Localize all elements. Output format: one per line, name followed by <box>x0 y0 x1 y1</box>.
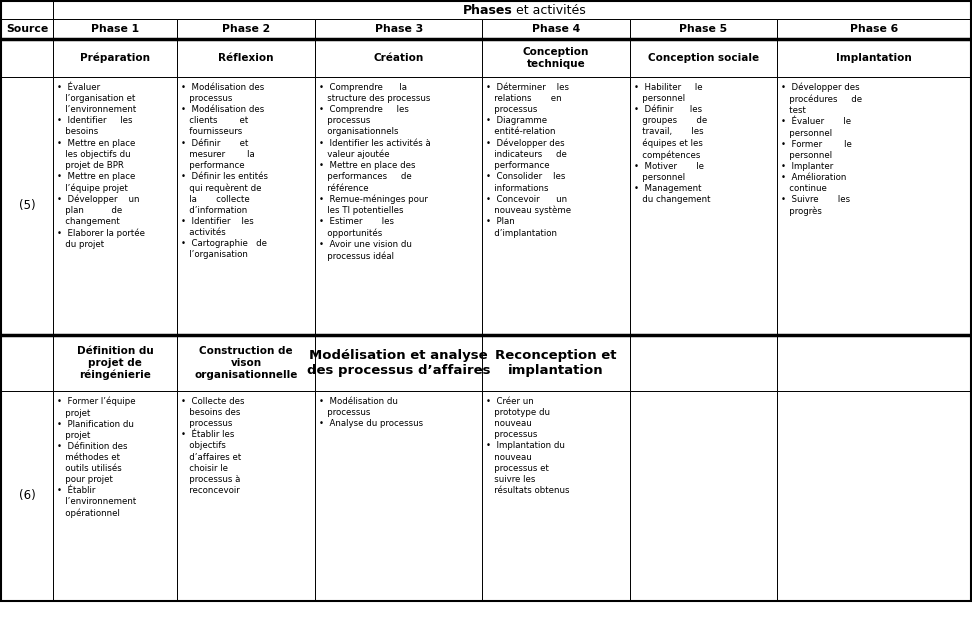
Bar <box>777 335 971 391</box>
Bar <box>1 391 53 601</box>
Bar <box>53 39 177 77</box>
Text: •  Comprendre      la
   structure des processus
•  Comprendre     les
   proces: • Comprendre la structure des processus … <box>319 83 431 261</box>
Bar <box>777 391 971 601</box>
Text: •  Collecte des
   besoins des
   processus
•  Établir les
   objectifs
   d’aff: • Collecte des besoins des processus • É… <box>181 397 244 495</box>
Text: Implantation: Implantation <box>836 53 912 63</box>
Text: Phase 6: Phase 6 <box>850 24 898 34</box>
Bar <box>53 19 177 39</box>
Bar <box>630 39 777 77</box>
Bar <box>53 77 177 335</box>
Bar <box>53 1 971 19</box>
Text: Phases: Phases <box>463 4 512 16</box>
Text: Reconception et
implantation: Reconception et implantation <box>495 349 616 377</box>
Bar <box>777 77 971 335</box>
Text: Préparation: Préparation <box>80 53 150 63</box>
Text: •  Évaluer
   l’organisation et
   l’environnement
•  Identifier     les
   beso: • Évaluer l’organisation et l’environnem… <box>57 83 146 249</box>
Bar <box>630 19 777 39</box>
Bar <box>177 77 315 335</box>
Bar <box>53 335 177 391</box>
Bar <box>777 19 971 39</box>
Bar <box>630 77 777 335</box>
Bar <box>53 391 177 601</box>
Text: Réflexion: Réflexion <box>218 53 274 63</box>
Bar <box>777 39 971 77</box>
Text: •  Développer des
   procédures     de
   test
•  Évaluer       le
   personnel
: • Développer des procédures de test • Év… <box>781 83 862 216</box>
Bar <box>482 39 630 77</box>
Bar <box>482 335 630 391</box>
Text: Définition du
projet de
réingénierie: Définition du projet de réingénierie <box>77 346 154 380</box>
Text: Phase 4: Phase 4 <box>532 24 580 34</box>
Bar <box>315 335 482 391</box>
Text: •  Créer un
   prototype du
   nouveau
   processus
•  Implantation du
   nouvea: • Créer un prototype du nouveau processu… <box>486 397 570 495</box>
Text: et activités: et activités <box>512 4 586 16</box>
Text: •  Former l’équipe
   projet
•  Planification du
   projet
•  Définition des
   : • Former l’équipe projet • Planification… <box>57 397 137 518</box>
Bar <box>177 39 315 77</box>
Bar <box>177 19 315 39</box>
Text: Modélisation et analyse
des processus d’affaires: Modélisation et analyse des processus d’… <box>307 349 491 377</box>
Text: Phase 1: Phase 1 <box>91 24 139 34</box>
Bar <box>177 335 315 391</box>
Text: Création: Création <box>373 53 424 63</box>
Bar <box>1 335 53 391</box>
Text: •  Modélisation du
   processus
•  Analyse du processus: • Modélisation du processus • Analyse du… <box>319 397 424 428</box>
Bar <box>482 77 630 335</box>
Text: •  Déterminer    les
   relations       en
   processus
•  Diagramme
   entité-r: • Déterminer les relations en processus … <box>486 83 572 238</box>
Bar <box>1 39 53 77</box>
Text: Phase 3: Phase 3 <box>374 24 423 34</box>
Text: (6): (6) <box>18 490 36 503</box>
Bar <box>1 19 53 39</box>
Text: Construction de
vison
organisationnelle: Construction de vison organisationnelle <box>194 346 297 380</box>
Bar <box>177 391 315 601</box>
Bar <box>482 19 630 39</box>
Text: Source: Source <box>6 24 49 34</box>
Text: Phase 5: Phase 5 <box>679 24 727 34</box>
Text: •  Habiliter     le
   personnel
•  Définir      les
   groupes       de
   trav: • Habiliter le personnel • Définir les g… <box>634 83 711 204</box>
Text: Phase 2: Phase 2 <box>222 24 270 34</box>
Bar <box>630 391 777 601</box>
Text: (5): (5) <box>18 200 36 212</box>
Bar <box>315 391 482 601</box>
Bar <box>482 391 630 601</box>
Bar <box>315 39 482 77</box>
Bar <box>630 335 777 391</box>
Bar <box>1 77 53 335</box>
Bar <box>315 19 482 39</box>
Text: •  Modélisation des
   processus
•  Modélisation des
   clients        et
   fou: • Modélisation des processus • Modélisat… <box>181 83 267 259</box>
Text: Conception sociale: Conception sociale <box>647 53 759 63</box>
Bar <box>315 77 482 335</box>
Bar <box>1 1 53 19</box>
Text: Conception
technique: Conception technique <box>523 47 589 69</box>
